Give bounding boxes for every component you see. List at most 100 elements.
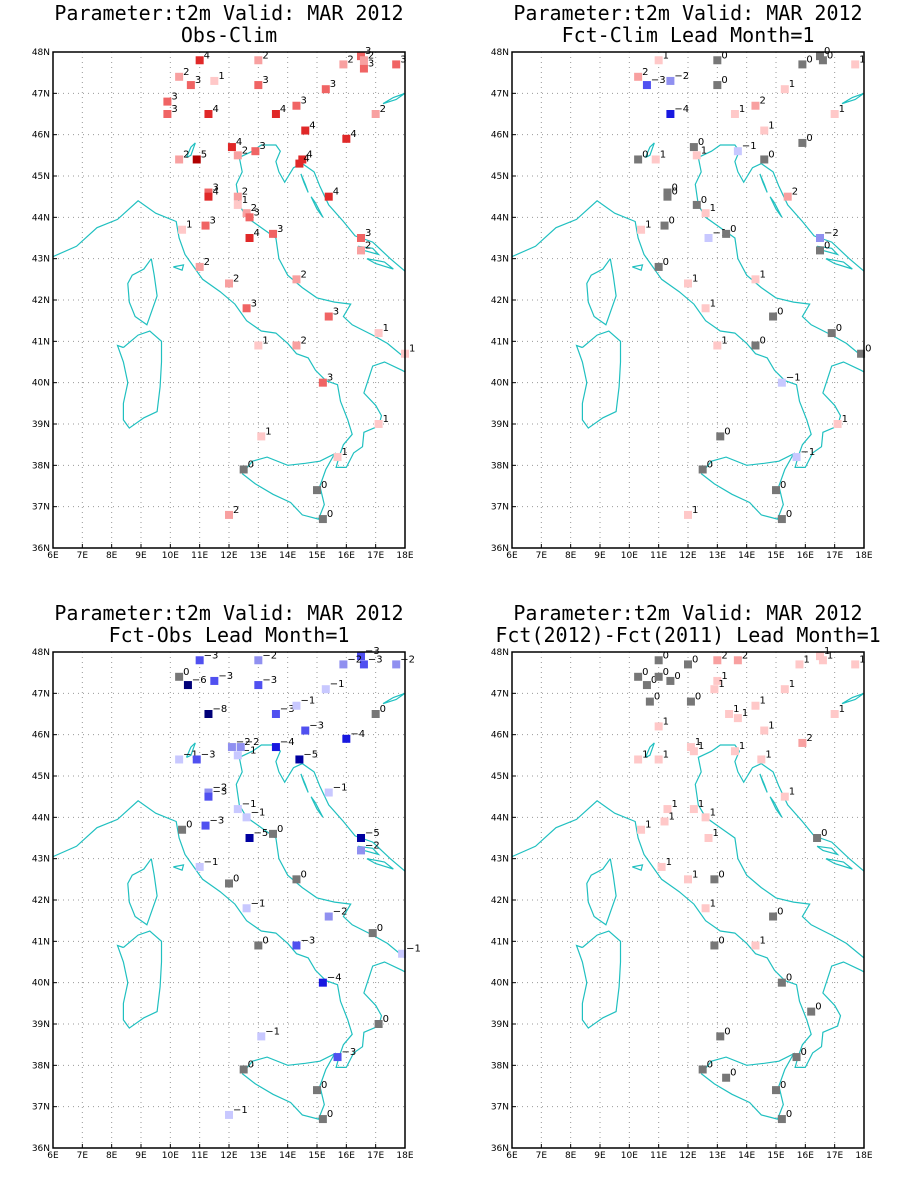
- station-marker: [192, 155, 201, 164]
- y-tick-label: 36N: [491, 544, 509, 554]
- station-value-label: 1: [789, 787, 795, 798]
- station-marker: [692, 200, 701, 209]
- station-marker: [654, 722, 663, 731]
- station-value-label: −1: [713, 228, 728, 239]
- station-marker: [321, 85, 330, 94]
- station-marker: [684, 875, 692, 884]
- station-value-label: 1: [701, 145, 707, 156]
- station-marker: [183, 681, 192, 690]
- coastline: [127, 858, 158, 926]
- x-tick-label: 7E: [77, 551, 89, 561]
- station-marker: [716, 432, 725, 441]
- station-value-label: 1: [739, 741, 745, 752]
- station-marker: [295, 755, 304, 764]
- x-tick-label: 10E: [621, 1151, 638, 1161]
- y-tick-label: 47N: [32, 89, 50, 99]
- station-marker: [780, 792, 789, 801]
- chart-title: Parameter:t2m Valid: MAR 2012: [54, 1, 403, 25]
- station-marker: [716, 1032, 725, 1041]
- station-value-label: 3: [210, 216, 216, 227]
- coastline: [825, 258, 853, 270]
- station-value-label: 1: [666, 857, 672, 868]
- station-value-label: −1: [204, 857, 219, 868]
- station-marker: [816, 652, 824, 661]
- station-value-label: 2: [183, 67, 189, 78]
- station-marker: [733, 714, 742, 723]
- station-value-label: −5: [254, 828, 269, 839]
- x-tick-label: 14E: [279, 1151, 296, 1161]
- y-tick-label: 39N: [32, 1020, 50, 1030]
- station-value-label: 1: [739, 104, 745, 115]
- station-marker: [313, 486, 321, 495]
- station-value-label: 3: [277, 224, 283, 235]
- chart-title: Parameter:t2m Valid: MAR 2012: [54, 601, 403, 625]
- station-marker: [204, 110, 213, 118]
- station-value-label: −4: [350, 729, 365, 740]
- station-marker: [298, 155, 307, 164]
- station-marker: [642, 81, 651, 90]
- x-tick-label: 7E: [77, 1151, 89, 1161]
- coastline: [173, 864, 185, 871]
- station-value-label: 1: [692, 505, 698, 516]
- station-value-label: −3: [201, 749, 216, 760]
- x-tick-label: 9E: [135, 551, 147, 561]
- coastline: [700, 1052, 796, 1120]
- x-tick-label: 18E: [396, 551, 413, 561]
- station-value-label: −6: [192, 675, 207, 686]
- station-marker: [651, 155, 660, 164]
- station-marker: [163, 110, 172, 118]
- station-value-label: 2: [721, 650, 727, 661]
- x-tick-label: 7E: [536, 551, 548, 561]
- station-value-label: 0: [321, 480, 327, 491]
- station-value-label: −3: [204, 650, 219, 661]
- y-tick-label: 41N: [32, 337, 50, 347]
- station-marker: [324, 192, 333, 201]
- station-value-label: 2: [792, 187, 798, 198]
- y-tick-label: 48N: [491, 648, 509, 658]
- station-value-label: 4: [212, 104, 218, 115]
- station-marker: [318, 978, 327, 987]
- station-marker: [251, 147, 260, 156]
- station-marker: [204, 188, 213, 197]
- station-marker: [795, 660, 804, 669]
- station-value-label: 3: [262, 75, 268, 86]
- x-tick-label: 16E: [797, 551, 814, 561]
- station-value-label: 1: [409, 344, 415, 355]
- station-marker: [374, 1020, 383, 1028]
- station-marker: [798, 60, 807, 69]
- station-marker: [318, 1115, 327, 1124]
- y-tick-label: 37N: [32, 503, 50, 513]
- station-value-label: 1: [383, 414, 389, 425]
- station-value-label: −1: [406, 944, 421, 955]
- y-tick-label: 45N: [32, 772, 50, 782]
- station-marker: [634, 755, 643, 764]
- y-tick-label: 38N: [32, 461, 50, 471]
- station-marker: [271, 743, 280, 752]
- station-value-label: 1: [669, 811, 675, 822]
- x-tick-label: 15E: [767, 551, 784, 561]
- y-tick-label: 39N: [491, 420, 509, 430]
- station-marker: [295, 159, 304, 168]
- station-value-label: 0: [718, 869, 724, 880]
- x-tick-label: 9E: [594, 551, 606, 561]
- station-marker: [713, 81, 722, 90]
- station-marker: [178, 225, 187, 234]
- x-tick-label: 13E: [250, 1151, 267, 1161]
- station-value-label: 1: [759, 935, 765, 946]
- station-marker: [271, 110, 280, 118]
- station-value-label: 4: [350, 129, 356, 140]
- station-value-label: −3: [280, 704, 295, 715]
- station-marker: [710, 685, 719, 694]
- station-marker: [663, 192, 672, 201]
- station-marker: [301, 126, 310, 135]
- station-marker: [686, 743, 695, 752]
- x-tick-label: 8E: [565, 551, 577, 561]
- station-value-label: −1: [801, 447, 816, 458]
- station-marker: [269, 829, 277, 838]
- station-value-label: 0: [654, 692, 660, 703]
- station-marker: [163, 97, 172, 106]
- station-marker: [751, 341, 760, 350]
- station-value-label: 0: [663, 667, 669, 678]
- station-value-label: 1: [839, 104, 845, 115]
